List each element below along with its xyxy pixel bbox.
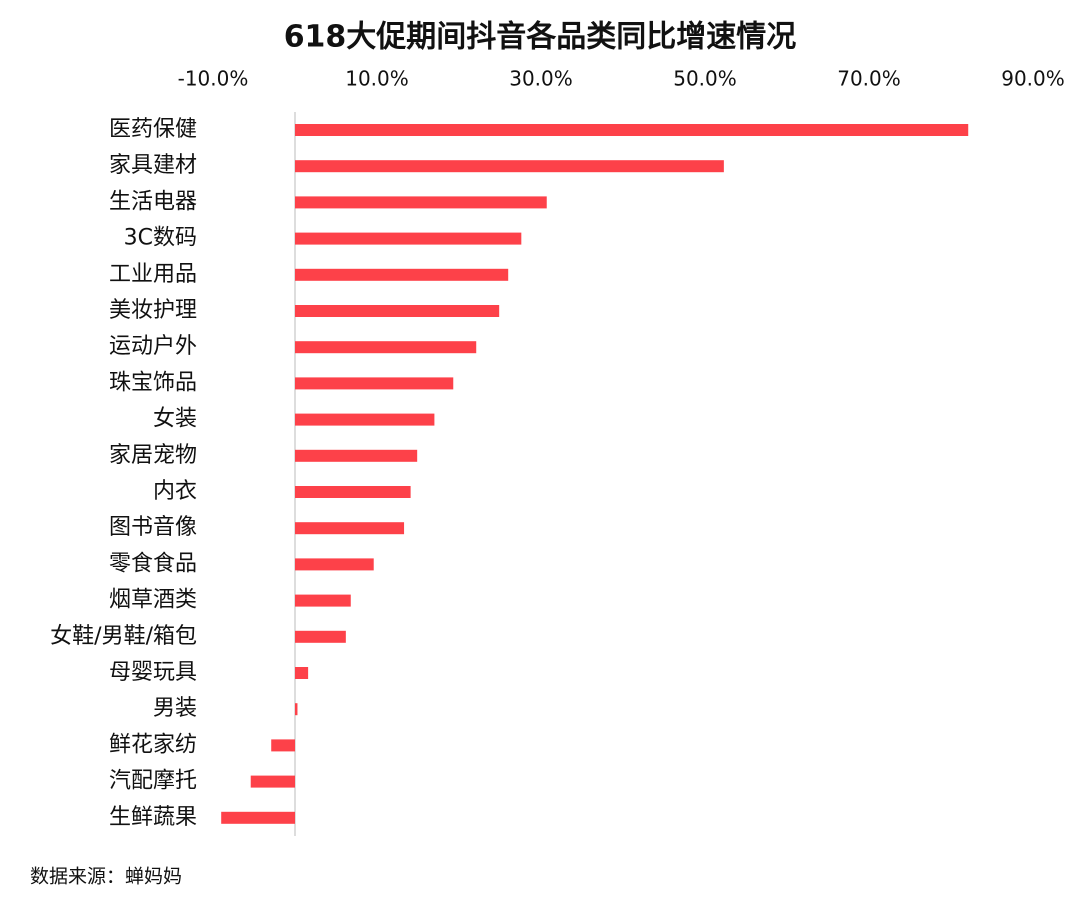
bar — [221, 811, 295, 824]
y-tick-label: 图书音像 — [109, 515, 197, 540]
bar — [295, 341, 477, 354]
source-note: 数据来源：蝉妈妈 — [30, 866, 182, 888]
chart-title: 618大促期间抖音各品类同比增速情况 — [284, 20, 797, 55]
x-tick-label: 90.0% — [1001, 67, 1065, 91]
bar — [295, 594, 351, 607]
y-tick-label: 烟草酒类 — [109, 588, 197, 613]
bar — [295, 413, 435, 426]
bar — [295, 449, 418, 462]
bar — [295, 522, 405, 535]
y-tick-label: 内衣 — [153, 479, 197, 504]
bar — [295, 305, 500, 317]
y-tick-label: 鲜花家纺 — [109, 732, 197, 757]
x-tick-label: 50.0% — [673, 67, 737, 91]
y-tick-label: 珠宝饰品 — [109, 370, 197, 395]
y-tick-label: 运动户外 — [109, 334, 197, 359]
bar — [295, 630, 346, 643]
y-tick-label: 家具建材 — [109, 153, 197, 178]
y-tick-label: 家居宠物 — [109, 443, 197, 468]
x-tick-label: 10.0% — [345, 67, 409, 91]
bar — [295, 268, 509, 281]
y-tick-label: 医药保健 — [109, 117, 197, 142]
bar — [295, 232, 522, 245]
y-tick-label: 3C数码 — [124, 226, 197, 251]
y-tick-label: 零食食品 — [109, 551, 197, 576]
x-tick-label: -10.0% — [178, 67, 249, 91]
x-tick-label: 30.0% — [509, 67, 573, 91]
y-tick-label: 工业用品 — [109, 262, 197, 287]
y-tick-label: 女装 — [153, 407, 197, 432]
x-tick-label: 70.0% — [837, 67, 901, 91]
y-tick-label: 男装 — [153, 696, 197, 721]
y-tick-label: 生鲜蔬果 — [109, 805, 197, 830]
bar — [295, 703, 298, 716]
bar — [295, 558, 374, 571]
y-tick-label: 女鞋/男鞋/箱包 — [50, 624, 197, 649]
y-tick-label: 母婴玩具 — [109, 660, 197, 685]
y-tick-label: 汽配摩托 — [109, 769, 197, 794]
bar — [295, 124, 969, 136]
bar — [295, 486, 411, 498]
bar — [295, 667, 309, 679]
bar — [295, 160, 724, 173]
y-tick-label: 生活电器 — [109, 189, 197, 214]
bar — [295, 377, 454, 390]
bar — [250, 775, 295, 788]
bar — [295, 196, 547, 209]
bar — [271, 739, 295, 752]
y-tick-label: 美妆护理 — [109, 298, 197, 323]
